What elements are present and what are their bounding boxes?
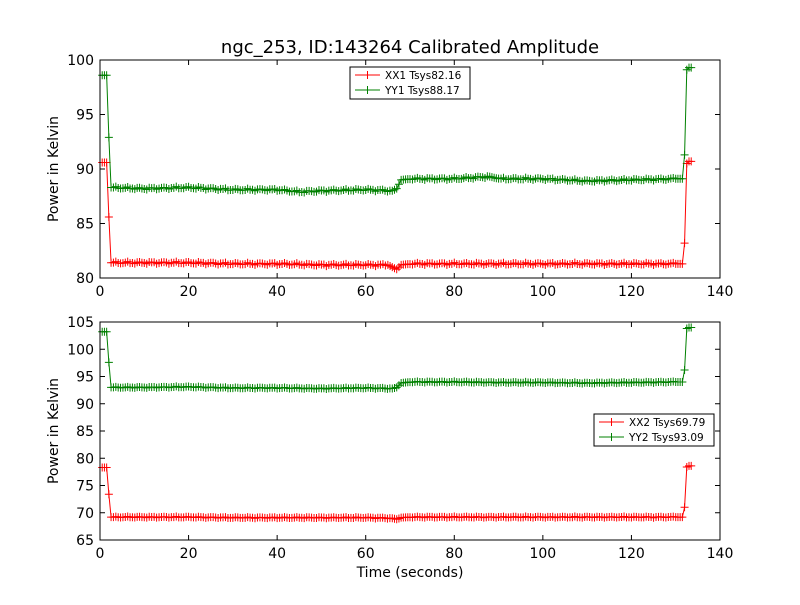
series-line xyxy=(102,465,692,520)
data-point xyxy=(682,324,691,333)
y-tick-label: 85 xyxy=(76,424,94,440)
x-tick-label: 120 xyxy=(618,284,645,300)
x-tick-label: 60 xyxy=(357,284,375,300)
data-point xyxy=(678,259,687,268)
legend-2: XX2 Tsys69.79 YY2 Tsys93.09 xyxy=(593,413,715,447)
legend-box xyxy=(593,413,715,447)
y-tick-label: 70 xyxy=(76,506,94,522)
data-point xyxy=(687,157,696,166)
y-tick-label: 105 xyxy=(67,315,94,331)
y-tick-label: 90 xyxy=(76,162,94,178)
legend-box xyxy=(349,66,471,100)
data-point xyxy=(104,133,113,142)
y-axis-label: Power in Kelvin xyxy=(46,116,62,222)
y-axis-label: Power in Kelvin xyxy=(46,378,62,484)
data-point xyxy=(678,377,687,386)
data-point xyxy=(394,514,403,523)
legend-swatch-marker xyxy=(363,86,372,94)
series-line xyxy=(102,160,692,270)
legend-label: XX2 Tsys69.79 xyxy=(629,417,705,429)
y-tick-label: 100 xyxy=(67,342,94,358)
y-tick-label: 65 xyxy=(76,533,94,549)
chart-title: ngc_253, ID:143264 Calibrated Amplitude xyxy=(221,37,599,58)
data-point xyxy=(392,184,401,193)
data-point xyxy=(680,503,689,512)
data-point xyxy=(487,173,496,182)
data-point xyxy=(102,327,111,336)
legend-1: XX1 Tsys82.16 YY1 Tsys88.17 xyxy=(349,66,471,100)
series-2-2 xyxy=(98,323,696,394)
legend-label: YY2 Tsys93.09 xyxy=(628,432,704,444)
series-1-2 xyxy=(98,63,696,197)
x-tick-label: 100 xyxy=(529,284,556,300)
series-1-1 xyxy=(98,157,696,274)
x-tick-label: 140 xyxy=(707,284,734,300)
y-tick-label: 80 xyxy=(76,451,94,467)
x-tick-label: 20 xyxy=(180,284,198,300)
x-tick-label: 80 xyxy=(445,546,463,562)
legend-label: YY1 Tsys88.17 xyxy=(384,85,460,97)
data-point xyxy=(490,173,499,182)
data-point xyxy=(104,490,113,499)
y-tick-label: 85 xyxy=(76,217,94,233)
y-tick-label: 95 xyxy=(76,370,94,386)
legend-swatch-marker xyxy=(607,418,616,426)
data-point xyxy=(102,463,111,472)
series-2-1 xyxy=(98,461,696,524)
data-point xyxy=(102,158,111,167)
data-point xyxy=(687,461,696,470)
data-point xyxy=(678,513,687,522)
y-tick-label: 90 xyxy=(76,397,94,413)
data-point xyxy=(682,65,691,74)
data-point xyxy=(104,358,113,367)
data-point xyxy=(687,323,696,332)
y-tick-label: 80 xyxy=(76,271,94,287)
x-tick-label: 20 xyxy=(180,546,198,562)
data-point xyxy=(687,63,696,72)
data-point xyxy=(394,180,403,189)
legend-swatch-marker xyxy=(363,71,372,79)
data-point xyxy=(392,515,401,524)
x-tick-label: 120 xyxy=(618,546,645,562)
x-tick-label: 140 xyxy=(707,546,734,562)
x-tick-label: 40 xyxy=(268,284,286,300)
data-point xyxy=(678,174,687,183)
y-tick-label: 75 xyxy=(76,479,94,495)
x-tick-label: 0 xyxy=(96,546,105,562)
x-tick-label: 100 xyxy=(529,546,556,562)
data-point xyxy=(680,239,689,248)
legend-label: XX1 Tsys82.16 xyxy=(385,70,462,82)
data-point xyxy=(682,462,691,471)
chart-panel-2: 0 20 40 60 80 100 120 140 65 70 75 80 85 90 95 100 105 Po… xyxy=(46,315,733,581)
x-axis-label: Time (seconds) xyxy=(356,565,464,581)
x-tick-label: 40 xyxy=(268,546,286,562)
legend-swatch-marker xyxy=(607,433,616,441)
x-tick-label: 60 xyxy=(357,546,375,562)
data-point xyxy=(104,212,113,221)
y-tick-label: 95 xyxy=(76,108,94,124)
x-tick-label: 0 xyxy=(96,284,105,300)
y-tick-label: 100 xyxy=(67,53,94,69)
data-point xyxy=(680,365,689,374)
series-line xyxy=(102,326,692,390)
data-point xyxy=(680,150,689,159)
chart-panel-1: 0 20 40 60 80 100 120 140 80 85 90 95 100 Power in Ke… xyxy=(46,53,733,300)
charts-root: 0 20 40 60 80 100 120 140 80 85 90 95 100 Power in Ke… xyxy=(46,53,733,581)
x-tick-label: 80 xyxy=(445,284,463,300)
data-point xyxy=(102,71,111,80)
